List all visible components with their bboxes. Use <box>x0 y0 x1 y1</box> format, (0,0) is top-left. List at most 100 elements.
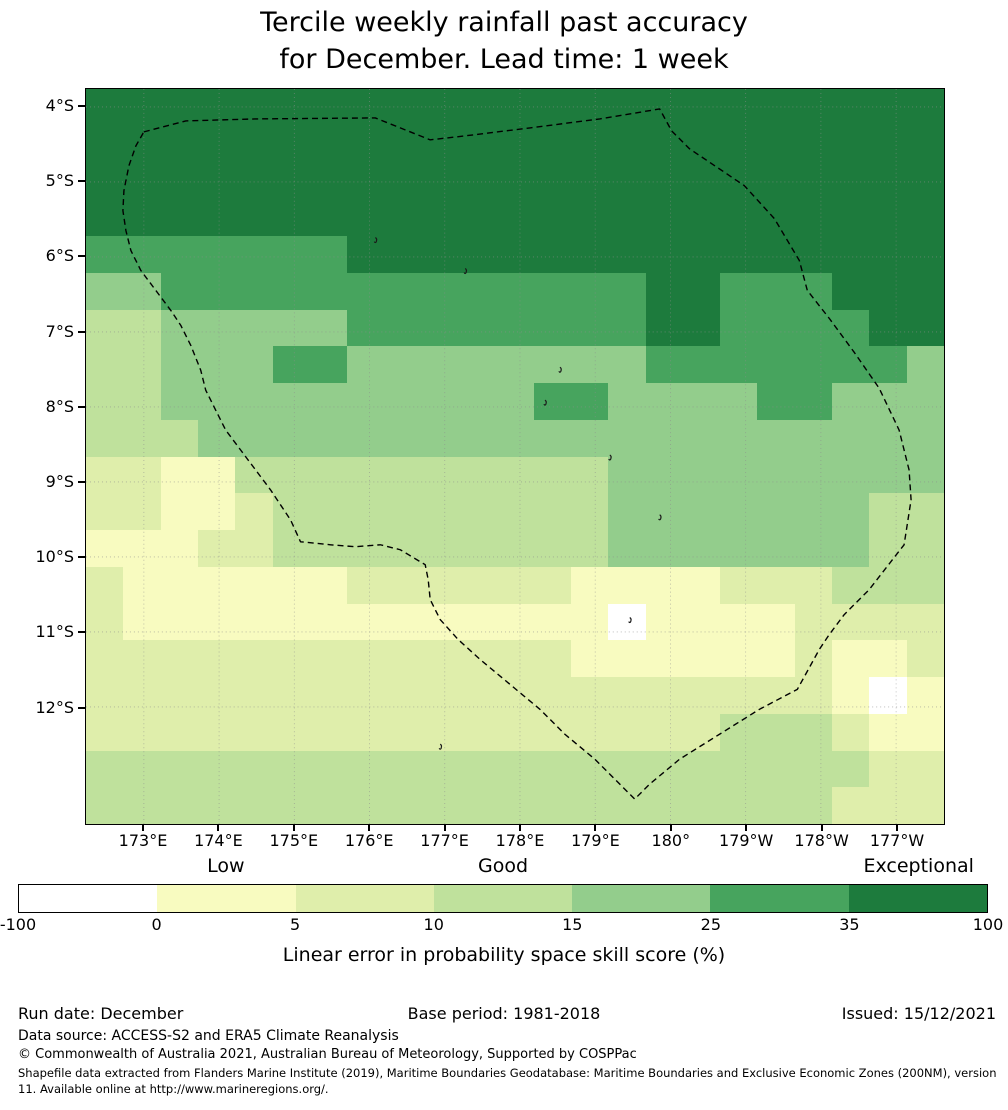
map-cell <box>682 162 721 200</box>
map-cell <box>720 787 758 824</box>
map-cell <box>906 530 944 567</box>
map-cell <box>197 530 236 567</box>
map-cell <box>533 566 571 604</box>
map-cell <box>832 456 870 494</box>
map-cell <box>235 566 273 604</box>
map-cell <box>459 603 497 641</box>
map-cell <box>682 199 721 236</box>
map-cell <box>682 713 721 751</box>
island-mark <box>543 399 547 406</box>
map-cell <box>347 346 385 383</box>
map-cell <box>459 125 497 163</box>
x-axis-tick <box>669 825 672 831</box>
map-cell <box>496 603 534 641</box>
map-cell <box>608 713 646 751</box>
map-cell <box>309 530 348 567</box>
map-cell <box>832 272 870 310</box>
map-cell <box>533 713 571 751</box>
x-axis-label: 176°E <box>344 831 394 850</box>
map-cell <box>496 236 534 273</box>
map-cell <box>123 493 161 530</box>
map-cell <box>720 713 758 751</box>
map-cell <box>720 236 758 273</box>
map-cell <box>347 89 385 126</box>
map-cell <box>421 566 460 604</box>
map-cell <box>272 346 310 383</box>
map-cell <box>86 309 124 347</box>
map-cell <box>86 346 124 383</box>
map-cell <box>421 750 460 788</box>
map-cell <box>645 309 683 347</box>
map-cell <box>757 89 795 126</box>
map-cell <box>309 566 348 604</box>
x-axis-tick <box>217 825 220 831</box>
map-cell <box>608 750 646 788</box>
eez-boundary-line <box>122 108 912 800</box>
y-axis-label: 4°S <box>45 96 74 115</box>
map-cell <box>123 713 161 751</box>
map-cell <box>272 787 310 824</box>
map-cell <box>869 493 907 530</box>
map-cell <box>384 236 422 273</box>
map-cell <box>384 677 422 714</box>
map-cell <box>608 162 646 200</box>
map-cell <box>123 383 161 420</box>
map-cell <box>720 566 758 604</box>
map-cell <box>757 383 795 420</box>
y-axis-label: 12°S <box>35 697 74 717</box>
map-cell <box>272 309 310 347</box>
map-cell <box>906 125 944 163</box>
map-cell <box>906 199 944 236</box>
map-cell <box>384 456 422 494</box>
map-cell <box>906 236 944 273</box>
map-cell <box>645 677 683 714</box>
map-cell <box>160 346 198 383</box>
map-cell <box>197 640 236 677</box>
map-cell <box>757 272 795 310</box>
map-cell <box>869 125 907 163</box>
map-cell <box>86 125 124 163</box>
x-axis-label: 173°E <box>118 831 168 850</box>
map-cell <box>533 346 571 383</box>
y-axis-tick <box>78 556 85 559</box>
map-cell <box>384 272 422 310</box>
map-cell <box>459 89 497 126</box>
map-cell <box>720 419 758 457</box>
map-cell <box>459 346 497 383</box>
map-cell <box>347 566 385 604</box>
map-cell <box>869 603 907 641</box>
map-cell <box>645 419 683 457</box>
map-cell <box>869 162 907 200</box>
copyright-text: © Commonwealth of Australia 2021, Austra… <box>18 1047 637 1062</box>
map-cell <box>235 236 273 273</box>
map-cell <box>832 493 870 530</box>
map-cell <box>197 346 236 383</box>
map-cell <box>347 713 385 751</box>
map-cell <box>160 530 198 567</box>
map-cell <box>347 750 385 788</box>
map-cell <box>160 677 198 714</box>
map-cell <box>682 236 721 273</box>
map-cell <box>570 566 609 604</box>
x-axis-tick <box>745 825 748 831</box>
map-cell <box>197 603 236 641</box>
map-cell <box>869 530 907 567</box>
map-cell <box>906 750 944 788</box>
map-cell <box>459 566 497 604</box>
map-cell <box>309 750 348 788</box>
map-cell <box>794 419 833 457</box>
map-cell <box>757 309 795 347</box>
map-cell <box>832 383 870 420</box>
map-cell <box>123 309 161 347</box>
map-cell <box>235 383 273 420</box>
map-overlay <box>86 89 944 824</box>
map-cell <box>533 640 571 677</box>
map-cell <box>86 566 124 604</box>
base-period-text: Base period: 1981-2018 <box>407 1004 601 1023</box>
map-cell <box>272 89 310 126</box>
map-cell <box>832 162 870 200</box>
run-date-text: Run date: December <box>18 1004 184 1023</box>
map-cell <box>309 603 348 641</box>
colorbar-tick-label: 10 <box>423 915 444 934</box>
x-axis-label: 175°E <box>269 831 319 850</box>
